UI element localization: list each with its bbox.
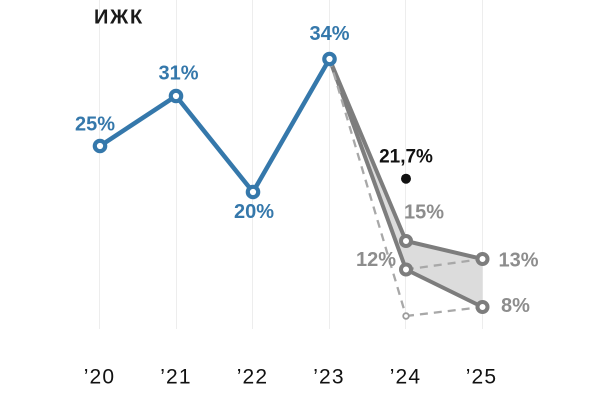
svg-text:21,7%: 21,7% xyxy=(379,147,433,168)
svg-text:’21: ’21 xyxy=(160,366,192,389)
svg-text:’22: ’22 xyxy=(237,366,269,389)
svg-text:13%: 13% xyxy=(499,249,539,271)
svg-text:ИЖК: ИЖК xyxy=(94,7,144,29)
svg-text:’23: ’23 xyxy=(313,366,345,389)
svg-text:’25: ’25 xyxy=(466,366,498,389)
svg-text:25%: 25% xyxy=(75,114,115,136)
svg-text:31%: 31% xyxy=(158,63,198,85)
svg-text:12%: 12% xyxy=(356,249,396,271)
svg-text:34%: 34% xyxy=(309,23,349,45)
svg-text:8%: 8% xyxy=(501,295,530,317)
svg-text:15%: 15% xyxy=(404,202,444,224)
svg-text:20%: 20% xyxy=(234,201,274,223)
svg-text:’20: ’20 xyxy=(84,366,116,389)
svg-text:’24: ’24 xyxy=(390,366,422,389)
